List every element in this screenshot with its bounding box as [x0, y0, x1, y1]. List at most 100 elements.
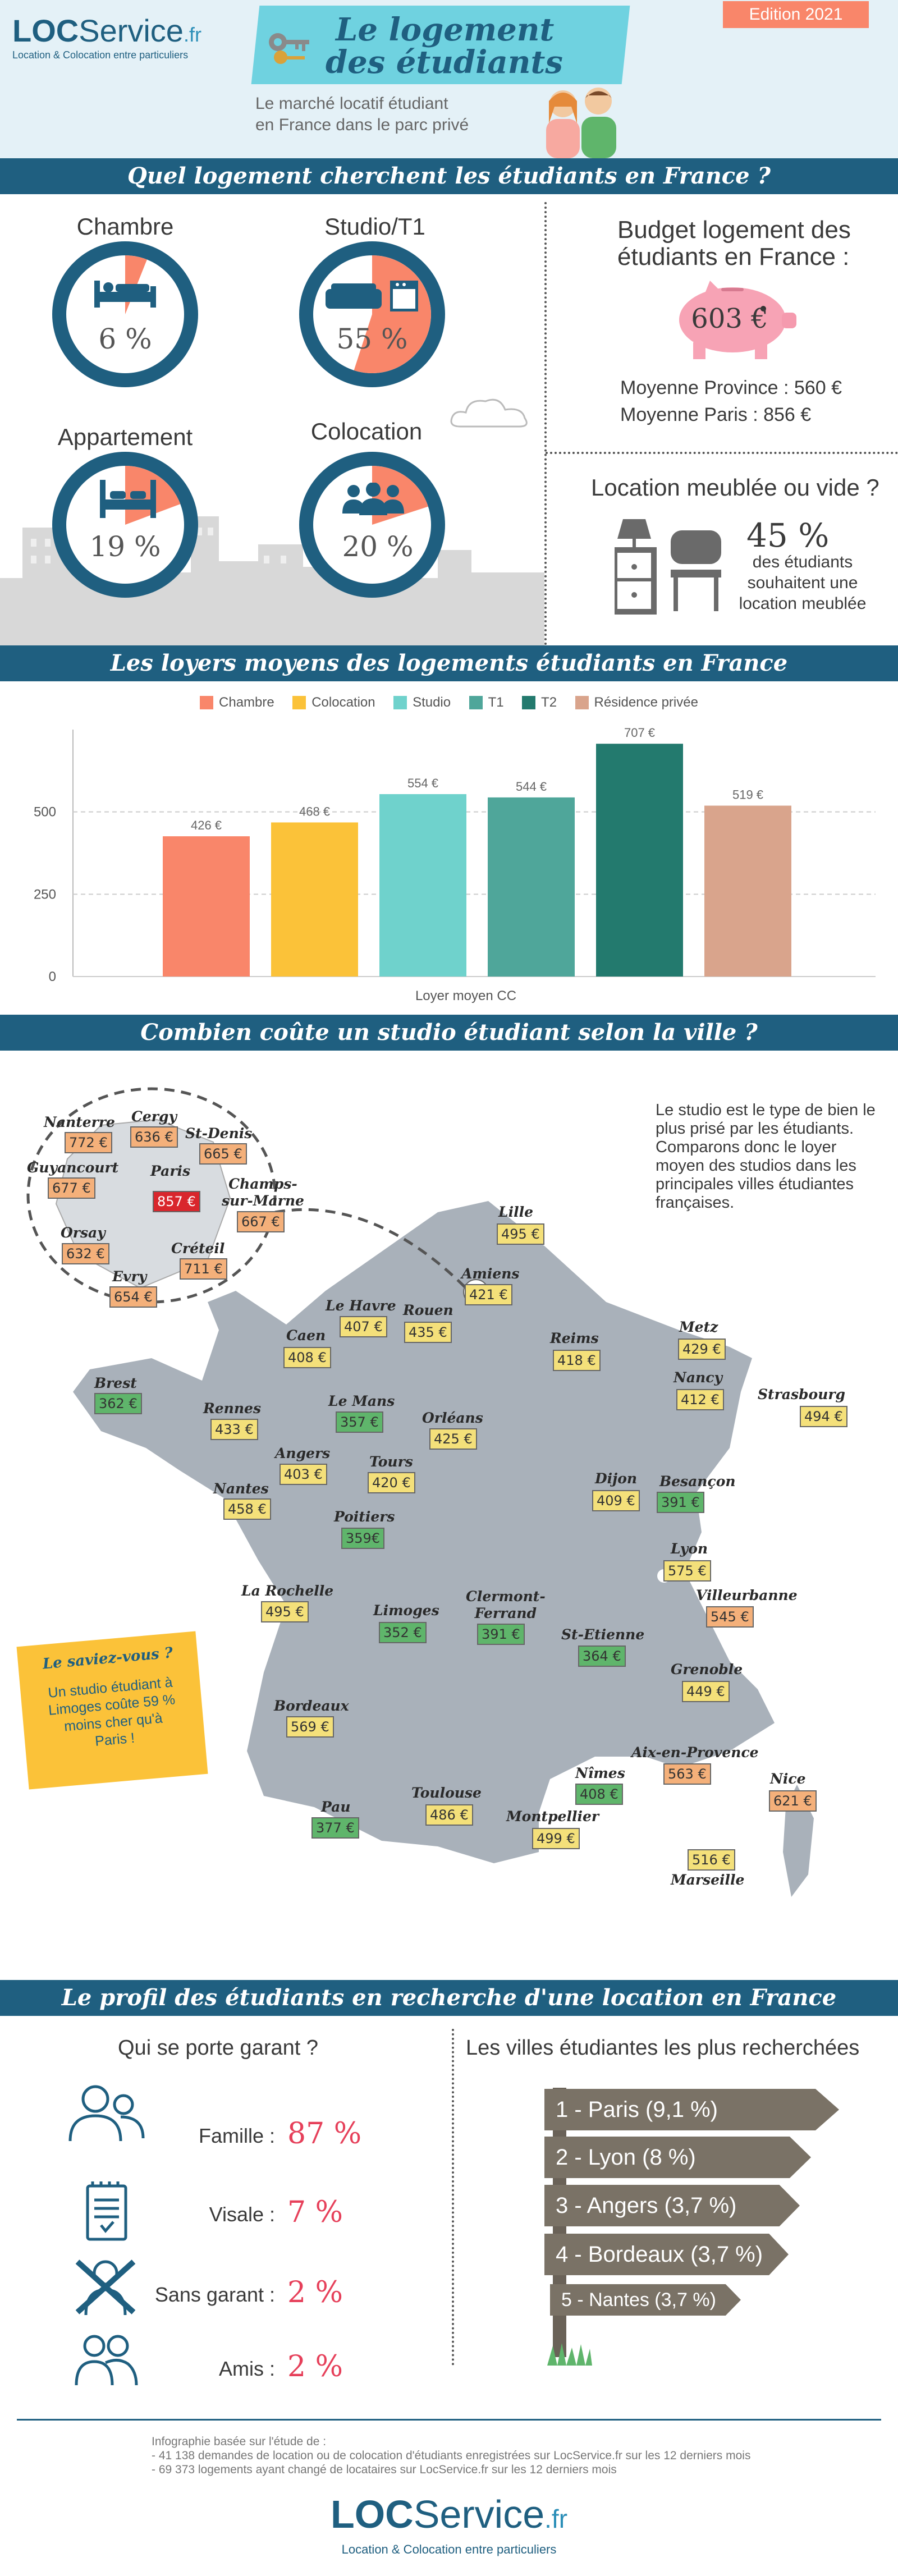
logo-service: Service — [79, 13, 184, 48]
guarantor-value: 7 % — [287, 2195, 343, 2229]
intro-line: Le studio est le type de bien le — [656, 1101, 876, 1119]
bar-value-label: 468 € — [299, 804, 330, 818]
logo-loc: LOC — [12, 13, 79, 48]
cities-ranking-title: Les villes étudiantes les plus recherché… — [466, 2036, 860, 2060]
sofa-icon — [326, 281, 421, 317]
guarantor-value: 2 % — [287, 2276, 343, 2309]
city-name: Orsay — [61, 1225, 106, 1241]
guarantor-label: Amis : — [218, 2357, 275, 2380]
city-name: Rouen — [403, 1302, 453, 1318]
legend-item: Studio — [393, 695, 451, 711]
city-name: Montpellier — [506, 1808, 599, 1825]
city-name: Bordeaux — [274, 1698, 349, 1714]
legend-label: T1 — [488, 695, 504, 710]
furnished-pct: 45 % — [746, 516, 830, 554]
type-label: Chambre — [76, 213, 174, 240]
city-price: 409 € — [592, 1490, 640, 1511]
city-price: 421 € — [465, 1284, 512, 1305]
city-name: Dijon — [595, 1470, 638, 1487]
city-price: 418 € — [553, 1350, 601, 1371]
bed-icon — [94, 275, 156, 311]
bar-value-label: 544 € — [516, 780, 547, 794]
footer-logo[interactable]: LOCService.fr — [0, 2492, 898, 2537]
city-name: Le Mans — [328, 1393, 395, 1409]
legend-label: Chambre — [219, 695, 274, 710]
city-price: 429 € — [678, 1339, 726, 1360]
legend-item: Colocation — [292, 695, 375, 711]
city-price: 433 € — [210, 1419, 258, 1440]
budget-province: Moyenne Province : 560 € — [620, 377, 842, 398]
bar — [163, 836, 250, 977]
type-pct: 19 % — [89, 530, 161, 563]
city-name: Clermont- Ferrand — [466, 1588, 546, 1622]
city-price: 665 € — [199, 1143, 247, 1165]
rent-bar-chart: 0 250 500 426 € 468 € 554 € 544 € 707 € 519 € Loy… — [34, 726, 876, 1003]
city-name: Paris — [150, 1163, 191, 1179]
city-name: Champs-sur-Marne — [222, 1176, 304, 1209]
sign-rank-1: 1 - Paris (9,1 %) — [544, 2089, 839, 2130]
city-name: Grenoble — [671, 1661, 743, 1677]
gauge-ring — [52, 452, 198, 601]
guarantor-title: Qui se porte garant ? — [118, 2036, 318, 2060]
bar — [488, 797, 575, 977]
furnished-text-1: des étudiants — [752, 553, 853, 571]
family-icon — [65, 2082, 149, 2147]
city-name: La Rochelle — [241, 1583, 334, 1599]
city-price: 495 € — [497, 1223, 544, 1245]
horizontal-divider — [546, 452, 898, 454]
city-name-part: Clermont- — [466, 1588, 546, 1605]
bar-value-label: 426 € — [191, 818, 222, 832]
budget-paris: Moyenne Paris : 856 € — [620, 404, 812, 425]
furniture-icon — [612, 519, 727, 617]
bar-value-label: 519 € — [732, 788, 763, 802]
city-name: Lille — [498, 1204, 533, 1220]
budget-title-line2: étudiants en France : — [617, 243, 850, 271]
furnished-title: Location meublée ou vide ? — [591, 474, 879, 501]
students-illustration — [532, 84, 627, 161]
legend-label: Colocation — [311, 695, 375, 710]
city-price: 458 € — [223, 1498, 271, 1520]
city-price: 408 € — [283, 1347, 331, 1368]
city-price: 545 € — [706, 1606, 754, 1628]
legend-swatch — [469, 696, 483, 709]
city-price: 499 € — [532, 1828, 580, 1849]
legend-item: Résidence privée — [575, 695, 698, 711]
logo-loc: LOC — [330, 2492, 414, 2536]
logo-tld: .fr — [183, 23, 201, 46]
city-name: Brest — [94, 1375, 137, 1391]
bar — [379, 794, 466, 977]
x-axis-label: Loyer moyen CC — [415, 988, 516, 1003]
guarantor-label: Visale : — [209, 2203, 275, 2226]
city-name: Poitiers — [334, 1509, 395, 1525]
budget-title-line1: Budget logement des — [617, 216, 851, 244]
city-price: 391 € — [657, 1492, 704, 1513]
logo-tld: .fr — [544, 2504, 568, 2533]
city-name: Angers — [275, 1445, 331, 1461]
city-name: Reims — [550, 1330, 599, 1346]
city-name: Marseille — [671, 1872, 745, 1888]
bar-value-label: 707 € — [624, 726, 655, 740]
callout-title: Le saviez-vous ? — [42, 1644, 174, 1673]
budget-value: 603 € — [691, 303, 768, 334]
legend-label: T2 — [541, 695, 557, 710]
city-price: 486 € — [425, 1804, 473, 1826]
city-price: 495 € — [261, 1601, 309, 1622]
city-price: 362 € — [94, 1393, 142, 1414]
sign-rank-4: 4 - Bordeaux (3,7 %) — [544, 2234, 789, 2275]
crossed-out-person-icon — [72, 2256, 139, 2321]
city-price: 494 € — [800, 1406, 847, 1427]
sign-rank-5: 5 - Nantes (3,7 %) — [550, 2284, 741, 2316]
city-name: Orléans — [422, 1410, 483, 1426]
city-price: 391 € — [477, 1624, 525, 1645]
legend-swatch — [292, 696, 306, 709]
legend-swatch — [393, 696, 407, 709]
logo[interactable]: LOCService.fr — [12, 12, 201, 49]
footer-sources: Infographie basée sur l'étude de : - 41 … — [152, 2435, 750, 2477]
city-name: St-Etienne — [561, 1626, 645, 1643]
piggy-bank-icon — [671, 278, 800, 365]
city-name: Strasbourg — [758, 1386, 846, 1402]
city-price: 516 € — [688, 1849, 735, 1871]
legend-swatch — [522, 696, 536, 709]
intro-line: plus prisé par les étudiants. — [656, 1120, 854, 1138]
intro-line: principales villes étudiantes — [656, 1175, 854, 1193]
